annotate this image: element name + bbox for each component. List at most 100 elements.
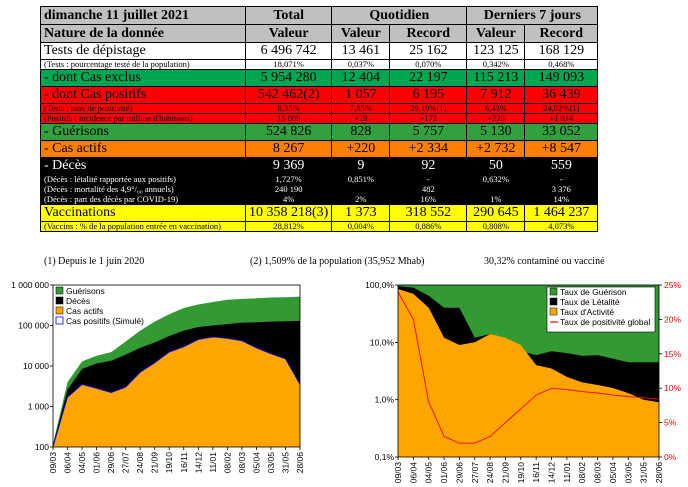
quotidien-header: Quotidien <box>331 6 468 25</box>
x-tick-label: 19/10 <box>516 462 526 484</box>
line-cas-positifs-simule <box>52 336 301 448</box>
x-tick-label: 16/11 <box>179 452 189 473</box>
table-row: (Décès : part des décès par COVID-19) 4% 2… <box>40 194 599 205</box>
row-label: (Tests : pourcentage testé de la populat… <box>40 59 246 70</box>
row-cell: 3 376 <box>524 184 599 195</box>
footnote-1: (1) Depuis le 1 juin 2020 <box>44 256 145 267</box>
row-cell: 4% <box>244 194 333 205</box>
row-cell: 7 912 <box>466 86 526 104</box>
y2-tick-label: 10% <box>664 383 681 393</box>
table-row: (Tests : pourcentage testé de la populat… <box>40 59 599 70</box>
area-taux-d-activit- <box>398 289 659 457</box>
x-tick-label: 09/03 <box>48 452 58 474</box>
y-tick-label: 1 000 <box>28 402 50 412</box>
x-tick-label: 29/06 <box>454 462 464 484</box>
y2-tick-label: 15% <box>664 349 681 359</box>
line-taux-positivite <box>397 291 660 444</box>
sept-jours-header: Derniers 7 jours <box>466 6 599 25</box>
x-tick-label: 21/09 <box>150 452 160 474</box>
row-cell: 33 052 <box>524 123 599 141</box>
row-cell: +220 <box>331 140 391 158</box>
row-label: (Décès : mortalité des 4,9°/₀₀ annuels) <box>40 184 246 195</box>
x-tick-label: 16/11 <box>531 462 541 483</box>
row-cell: +172 <box>389 113 468 124</box>
table-row: (Décès : mortalité des 4,9°/₀₀ annuels) 2… <box>40 184 599 195</box>
x-tick-label: 28/06 <box>295 452 305 474</box>
row-cell: 5 757 <box>389 123 468 141</box>
date-header: dimanche 11 juillet 2021 <box>40 6 246 25</box>
chart-cases-log: 100 1 000 10 000 100 000 1 000 000 09/03 06/04… <box>11 280 305 474</box>
row-cell: 482 <box>389 184 468 195</box>
table-row: - dont Cas positifs 542 462(2) 1 057 6 195 7… <box>40 86 599 104</box>
row-label: - dont Cas positifs <box>40 86 246 104</box>
total-header: Total <box>244 6 333 25</box>
row-cell: 8 267 <box>244 140 333 158</box>
row-cell: 0,851% <box>331 174 391 185</box>
covid-summary-table: dimanche 11 juillet 2021 Total Quotidien… <box>40 6 599 232</box>
row-cell: 92 <box>389 157 468 175</box>
x-tick-label: 11/01 <box>562 462 572 483</box>
row-cell: 828 <box>331 123 391 141</box>
x-tick-label: 09/03 <box>393 462 403 484</box>
y2-tick-label: 25% <box>664 280 681 290</box>
row-label: - dont Cas exclus <box>40 69 246 87</box>
table-row: - Cas actifs 8 267 +220 +2 334 +2 732 +8 547 <box>40 140 599 158</box>
row-cell: 290 645 <box>466 204 526 222</box>
y-tick-label: 100,0% <box>365 280 394 290</box>
legend-swatch <box>549 297 558 306</box>
x-tick-label: 11/01 <box>208 452 218 473</box>
row-label: - Décès <box>40 157 246 175</box>
row-cell: +2 334 <box>389 140 468 158</box>
legend-swatch <box>55 286 64 295</box>
legend-label: Cas positifs (Simulé) <box>66 316 144 326</box>
row-cell: 1 373 <box>331 204 391 222</box>
row-cell: 168 129 <box>524 42 599 60</box>
nature-header: Nature de la donnée <box>40 24 246 43</box>
table-row: - Guérisons 524 826 828 5 757 5 130 33 052 <box>40 123 599 141</box>
legend-label: Taux de Létalité <box>560 297 620 307</box>
x-tick-label: 27/07 <box>470 462 480 484</box>
row-cell: 115 213 <box>466 69 526 87</box>
row-cell: 542 462(2) <box>244 86 333 104</box>
x-tick-label: 06/04 <box>63 452 73 474</box>
y-tick-label: 100 000 <box>18 321 49 331</box>
area-cas-actifs <box>53 337 300 447</box>
row-cell: 22 197 <box>389 69 468 87</box>
x-tick-label: 04/05 <box>77 452 87 474</box>
footnotes: (1) Depuis le 1 juin 2020 (2) 1,509% de … <box>44 256 684 270</box>
y-tick-label: 1,0% <box>375 395 395 405</box>
row-cell: 0,808% <box>466 221 526 232</box>
y-tick-label: 0,1% <box>375 452 395 462</box>
row-cell: 6 195 <box>389 86 468 104</box>
row-cell: 25 162 <box>389 42 468 60</box>
row-cell: 9 <box>331 157 391 175</box>
row-label: (Vaccins : % de la population entrée en … <box>40 221 246 232</box>
x-tick-label: 27/07 <box>121 452 131 474</box>
legend-box <box>546 286 656 333</box>
row-cell: 123 125 <box>466 42 526 60</box>
row-cell <box>466 184 526 195</box>
legend-swatch <box>55 306 64 315</box>
x-tick-label: 03/05 <box>623 462 633 484</box>
total-valeur-header: Valeur <box>244 24 333 43</box>
row-cell: 2% <box>331 194 391 205</box>
row-cell: 0,037% <box>331 59 391 70</box>
row-cell: 36 439 <box>524 86 599 104</box>
row-cell: 5 954 280 <box>244 69 333 87</box>
quotidien-record-header: Record <box>389 24 468 43</box>
x-tick-label: 21/09 <box>500 462 510 484</box>
row-cell: 5 130 <box>466 123 526 141</box>
x-tick-label: 28/06 <box>654 462 664 484</box>
row-cell: 0,468% <box>524 59 599 70</box>
row-cell: 4,073% <box>524 221 599 232</box>
y-tick-label: 10,0% <box>370 337 395 347</box>
legend-label: Taux de positivité global <box>560 317 650 327</box>
x-tick-label: 03/05 <box>266 452 276 474</box>
legend-label: Taux d'Activité <box>560 307 614 317</box>
row-label: Vaccinations <box>40 204 246 222</box>
x-tick-label: 08/03 <box>593 462 603 484</box>
row-cell: 559 <box>524 157 599 175</box>
row-cell: 50 <box>466 157 526 175</box>
row-cell: 524 826 <box>244 123 333 141</box>
y-tick-label: 1 000 000 <box>11 280 49 290</box>
